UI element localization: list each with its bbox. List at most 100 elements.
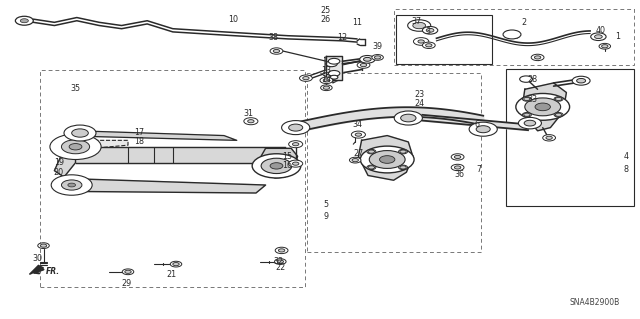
Circle shape — [367, 165, 376, 170]
Circle shape — [554, 113, 563, 117]
Circle shape — [520, 76, 532, 82]
Circle shape — [289, 141, 303, 148]
Circle shape — [554, 97, 563, 101]
Text: 26: 26 — [320, 15, 330, 24]
Text: 33: 33 — [527, 95, 538, 104]
Text: 29: 29 — [122, 279, 132, 288]
Circle shape — [595, 35, 602, 39]
Circle shape — [248, 120, 254, 123]
Circle shape — [400, 150, 406, 153]
Circle shape — [426, 44, 432, 47]
Text: 25: 25 — [320, 6, 330, 15]
Circle shape — [422, 42, 435, 48]
Circle shape — [355, 133, 362, 136]
Circle shape — [399, 149, 408, 154]
Circle shape — [292, 143, 299, 146]
Polygon shape — [54, 147, 76, 177]
Circle shape — [51, 175, 92, 195]
Text: 32: 32 — [273, 257, 284, 266]
Circle shape — [328, 58, 340, 64]
Circle shape — [270, 163, 283, 169]
Polygon shape — [522, 83, 566, 131]
Circle shape — [321, 85, 332, 91]
Text: 6: 6 — [474, 120, 479, 129]
Circle shape — [543, 135, 556, 141]
Bar — [40, 70, 305, 287]
Circle shape — [20, 19, 28, 23]
Circle shape — [61, 180, 82, 190]
Text: 9: 9 — [324, 212, 329, 221]
Text: 2: 2 — [521, 19, 526, 27]
Polygon shape — [77, 131, 237, 140]
Circle shape — [289, 160, 303, 167]
Polygon shape — [59, 140, 128, 150]
Circle shape — [125, 270, 131, 273]
Circle shape — [368, 166, 374, 169]
Text: 16: 16 — [282, 161, 292, 170]
Polygon shape — [326, 56, 342, 80]
Circle shape — [61, 140, 90, 154]
Circle shape — [577, 78, 586, 83]
Circle shape — [330, 75, 338, 79]
Text: 35: 35 — [70, 84, 81, 93]
Circle shape — [369, 151, 405, 168]
Circle shape — [173, 263, 179, 266]
Text: 15: 15 — [282, 152, 292, 161]
Text: 20: 20 — [54, 168, 64, 177]
Text: 19: 19 — [54, 158, 64, 167]
Circle shape — [349, 157, 361, 163]
Circle shape — [360, 146, 414, 173]
Text: 24: 24 — [414, 99, 424, 108]
Circle shape — [122, 269, 134, 275]
Text: 12: 12 — [337, 33, 348, 42]
Circle shape — [599, 43, 611, 49]
Circle shape — [40, 244, 47, 247]
Circle shape — [69, 144, 82, 150]
Polygon shape — [259, 148, 298, 178]
Text: 22: 22 — [275, 263, 285, 272]
Circle shape — [454, 155, 461, 159]
Circle shape — [454, 166, 461, 169]
Circle shape — [556, 113, 562, 116]
Circle shape — [50, 134, 101, 160]
Circle shape — [535, 103, 550, 111]
Text: 1: 1 — [615, 32, 620, 41]
Circle shape — [68, 183, 76, 187]
Text: 5: 5 — [324, 200, 329, 209]
Circle shape — [170, 261, 182, 267]
Text: 3: 3 — [425, 27, 430, 36]
Text: 40: 40 — [595, 26, 605, 35]
Circle shape — [401, 114, 416, 122]
Circle shape — [300, 75, 312, 81]
Text: 7: 7 — [476, 165, 481, 174]
Circle shape — [252, 154, 301, 178]
Circle shape — [364, 57, 371, 61]
Circle shape — [518, 117, 541, 129]
Circle shape — [270, 48, 283, 54]
Text: 34: 34 — [352, 120, 362, 129]
Circle shape — [451, 154, 464, 160]
Text: 39: 39 — [372, 42, 383, 51]
Circle shape — [360, 63, 367, 67]
Text: 21: 21 — [166, 270, 177, 279]
Text: FR.: FR. — [46, 267, 60, 276]
Circle shape — [278, 249, 285, 252]
Circle shape — [394, 111, 422, 125]
Circle shape — [273, 49, 280, 53]
Circle shape — [522, 113, 531, 117]
Polygon shape — [76, 147, 285, 163]
Circle shape — [368, 150, 374, 153]
Text: 18: 18 — [134, 137, 145, 146]
Text: SNA4B2900B: SNA4B2900B — [569, 298, 620, 307]
Text: 8: 8 — [623, 165, 628, 174]
Circle shape — [326, 74, 337, 79]
Text: 10: 10 — [228, 15, 239, 24]
Circle shape — [426, 28, 434, 32]
Circle shape — [476, 126, 490, 133]
Circle shape — [525, 98, 561, 116]
Text: 14: 14 — [321, 75, 332, 84]
Circle shape — [289, 124, 303, 131]
Circle shape — [451, 164, 464, 171]
Circle shape — [367, 149, 376, 154]
Bar — [506, 69, 634, 206]
